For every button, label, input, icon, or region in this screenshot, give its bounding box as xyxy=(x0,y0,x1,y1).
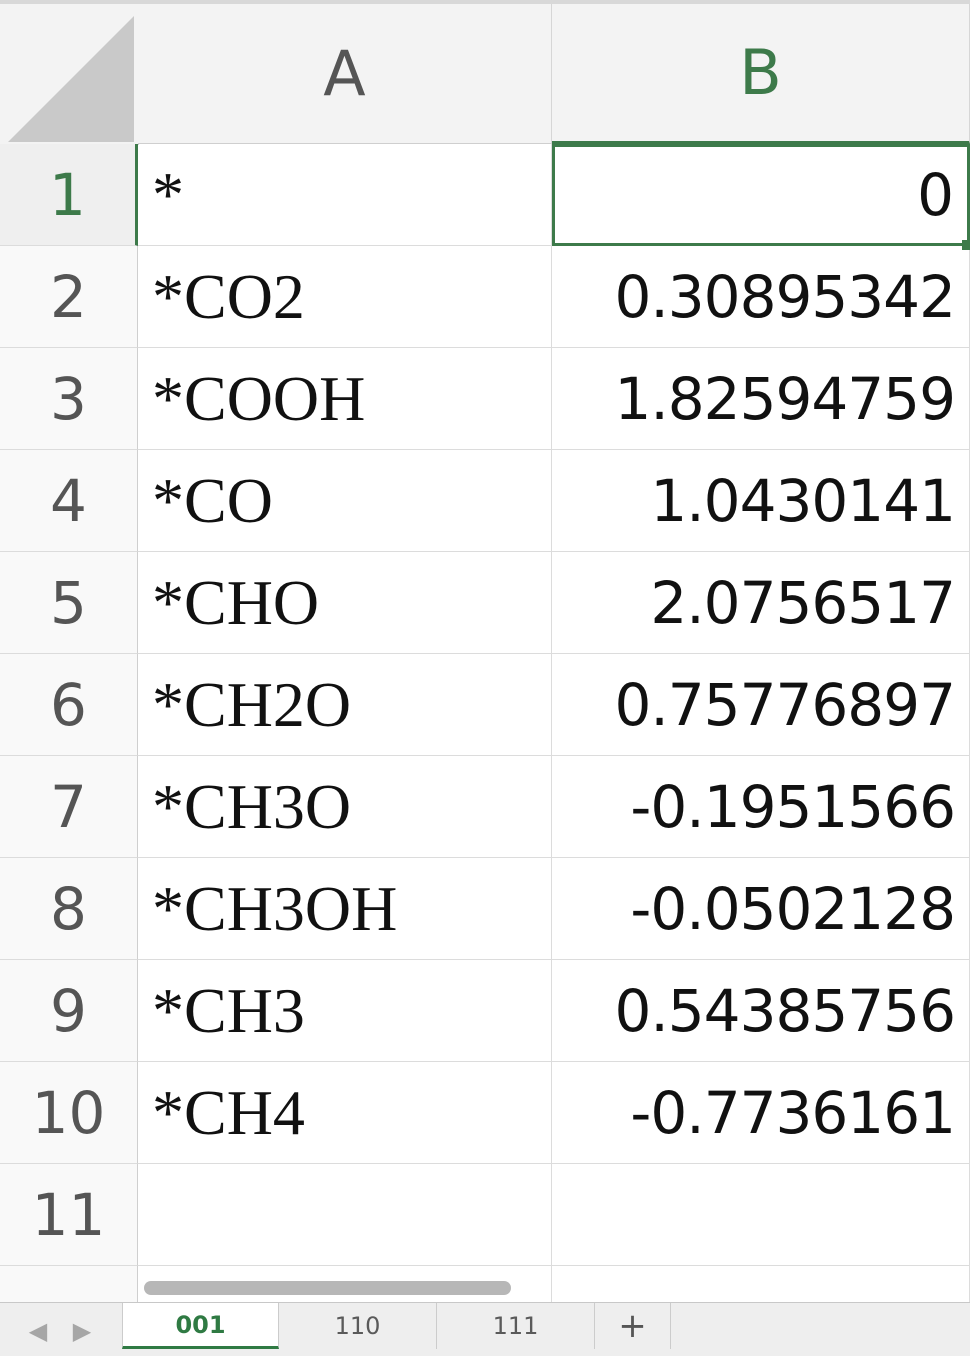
cell-b10[interactable]: -0.7736161 xyxy=(552,1062,970,1164)
select-all-corner[interactable] xyxy=(0,4,139,145)
row-header-10[interactable]: 10 xyxy=(0,1062,138,1164)
cell-a2[interactable]: *CO2 xyxy=(138,246,552,348)
row-header-1[interactable]: 1 xyxy=(0,144,138,246)
row-header-12-partial[interactable] xyxy=(0,1266,138,1302)
row-header-2[interactable]: 2 xyxy=(0,246,138,348)
cell-b6[interactable]: 0.75776897 xyxy=(552,654,970,756)
cell-a4[interactable]: *CO xyxy=(138,450,552,552)
cell-a9[interactable]: *CH3 xyxy=(138,960,552,1062)
cell-a11[interactable] xyxy=(138,1164,552,1266)
row-header-6[interactable]: 6 xyxy=(0,654,138,756)
row-header-4[interactable]: 4 xyxy=(0,450,138,552)
row-header-5[interactable]: 5 xyxy=(0,552,138,654)
cell-b7[interactable]: -0.1951566 xyxy=(552,756,970,858)
horizontal-scrollbar[interactable] xyxy=(144,1281,511,1295)
select-all-triangle-icon xyxy=(8,16,134,142)
sheet-tab-110[interactable]: 110 xyxy=(279,1303,437,1349)
cell-b4[interactable]: 1.0430141 xyxy=(552,450,970,552)
cell-a10[interactable]: *CH4 xyxy=(138,1062,552,1164)
cell-b11[interactable] xyxy=(552,1164,970,1266)
cell-a12-partial[interactable] xyxy=(138,1266,552,1302)
cell-b12-partial[interactable] xyxy=(552,1266,970,1302)
row-header-3[interactable]: 3 xyxy=(0,348,138,450)
cell-b2[interactable]: 0.30895342 xyxy=(552,246,970,348)
cell-a3[interactable]: *COOH xyxy=(138,348,552,450)
row-header-11[interactable]: 11 xyxy=(0,1164,138,1266)
row-header-9[interactable]: 9 xyxy=(0,960,138,1062)
sheet-tab-111[interactable]: 111 xyxy=(437,1303,595,1349)
add-sheet-button[interactable]: + xyxy=(595,1303,671,1349)
sheet-tab-bar: ◀ ▶ 001 110 111 + xyxy=(0,1302,970,1356)
cell-b5[interactable]: 2.0756517 xyxy=(552,552,970,654)
cell-a5[interactable]: *CHO xyxy=(138,552,552,654)
cell-b1[interactable]: 0 xyxy=(552,144,970,246)
cell-b3[interactable]: 1.82594759 xyxy=(552,348,970,450)
top-border xyxy=(0,0,970,4)
row-header-8[interactable]: 8 xyxy=(0,858,138,960)
row-header-7[interactable]: 7 xyxy=(0,756,138,858)
column-header-b[interactable]: B xyxy=(552,4,970,144)
cell-b9[interactable]: 0.54385756 xyxy=(552,960,970,1062)
cell-b8[interactable]: -0.0502128 xyxy=(552,858,970,960)
next-sheet-arrow-icon[interactable]: ▶ xyxy=(72,1318,92,1345)
fill-handle[interactable] xyxy=(962,240,970,250)
cell-a7[interactable]: *CH3O xyxy=(138,756,552,858)
cell-a6[interactable]: *CH2O xyxy=(138,654,552,756)
prev-sheet-arrow-icon[interactable]: ◀ xyxy=(28,1318,48,1345)
sheet-tab-001[interactable]: 001 xyxy=(122,1303,279,1349)
spreadsheet-grid: A B 1 * 0 2 *CO2 0.30895342 3 *COOH 1.82… xyxy=(0,0,970,1302)
cell-a1[interactable]: * xyxy=(138,144,552,246)
column-header-a[interactable]: A xyxy=(138,4,552,144)
cell-a8[interactable]: *CH3OH xyxy=(138,858,552,960)
